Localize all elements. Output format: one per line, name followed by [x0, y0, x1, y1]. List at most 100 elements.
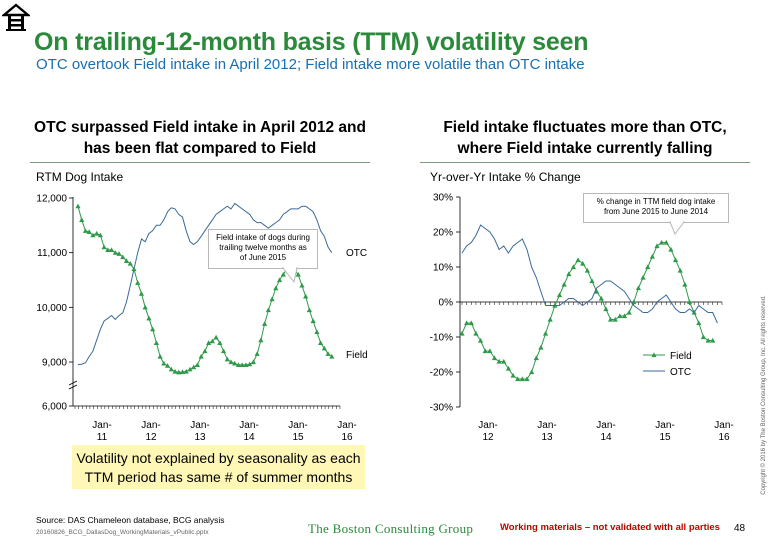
- left-field-point: [262, 321, 268, 326]
- right-x-tick-label: Jan-16: [714, 420, 733, 443]
- right-field-point: [566, 271, 572, 277]
- right-y-tick-label: 20%: [433, 228, 453, 239]
- left-field-point: [82, 228, 89, 233]
- right-field-point: [529, 369, 535, 375]
- left-field-point: [269, 296, 275, 302]
- left-field-point: [209, 338, 215, 344]
- left-field-point: [150, 326, 156, 332]
- left-field-point: [75, 203, 81, 209]
- company-logo-text: The Boston Consulting Group: [308, 521, 474, 536]
- right-callout: % change in TTM field dog intake from Ju…: [583, 193, 729, 223]
- right-field-point: [547, 316, 553, 322]
- left-field-point: [265, 307, 271, 313]
- right-chart: 30% 20% 10% 0% -10% -20% -30% Jan-12 Jan-13 Jan-1…: [430, 193, 734, 444]
- right-field-point: [519, 376, 525, 382]
- left-field-point: [194, 362, 201, 368]
- right-x-tick-label: Jan-14: [596, 420, 615, 443]
- left-x-tick-label: Jan-15: [288, 420, 307, 443]
- left-field-point: [273, 285, 279, 291]
- left-field-point: [127, 261, 133, 266]
- right-field-point: [705, 337, 711, 343]
- left-field-point: [217, 340, 223, 345]
- right-y-tick-label: -20%: [430, 368, 453, 379]
- right-field-point: [626, 309, 632, 315]
- left-axis-break: [68, 384, 78, 390]
- left-y-tick-label: 10,000: [36, 303, 67, 314]
- left-field-point: [299, 282, 305, 288]
- right-x-tick-label: Jan-12: [478, 420, 497, 443]
- left-field-point: [239, 362, 245, 368]
- right-field-point: [487, 348, 493, 354]
- left-series-line-otc: [77, 202, 333, 366]
- copyright-notice: Copyright © 2016 by The Boston Consultin…: [761, 295, 767, 495]
- right-field-point: [464, 320, 470, 326]
- page-title: On trailing-12-month basis (TTM) volatil…: [34, 28, 589, 56]
- left-field-point: [213, 334, 219, 340]
- right-field-point: [640, 274, 646, 280]
- left-series-label-otc: OTC: [346, 248, 367, 259]
- right-y-tick-label: 10%: [433, 263, 453, 274]
- right-field-point: [672, 257, 679, 263]
- left-field-point: [310, 318, 316, 324]
- right-field-point: [686, 299, 693, 305]
- legend-otc-label: OTC: [670, 367, 691, 378]
- left-x-tick-label: Jan-16: [337, 420, 356, 443]
- right-field-point: [496, 358, 502, 364]
- right-field-point: [505, 365, 512, 371]
- right-field-point: [603, 306, 609, 312]
- right-field-point: [635, 285, 642, 291]
- left-field-point: [120, 254, 126, 260]
- right-field-point: [696, 320, 702, 326]
- right-field-point: [621, 313, 628, 319]
- left-field-point: [250, 359, 257, 365]
- left-x-tick-label: Jan-11: [92, 420, 111, 443]
- left-field-point: [306, 307, 313, 313]
- right-field-point: [617, 313, 623, 319]
- right-field-point: [710, 337, 716, 343]
- left-field-point: [168, 366, 174, 372]
- left-field-point: [232, 360, 238, 366]
- left-field-point: [187, 366, 193, 372]
- left-field-point: [206, 340, 212, 345]
- left-field-point: [86, 229, 92, 234]
- left-x-tick-label: Jan-14: [239, 420, 258, 443]
- right-field-point: [570, 264, 577, 270]
- left-field-point: [235, 362, 242, 368]
- right-field-point: [654, 243, 660, 249]
- right-field-point: [468, 320, 474, 326]
- left-field-point: [318, 340, 324, 345]
- left-field-point: [164, 363, 171, 368]
- right-field-point: [612, 316, 618, 322]
- page-number: 48: [734, 523, 746, 534]
- right-y-tick-label: 0%: [439, 298, 454, 309]
- right-field-point: [594, 288, 600, 294]
- left-field-point: [176, 369, 182, 375]
- right-legend: Field OTC: [643, 351, 692, 378]
- right-field-point: [589, 278, 595, 284]
- right-field-point: [659, 239, 665, 245]
- right-field-point: [510, 372, 516, 378]
- left-chart-heading: OTC surpassed Field intake in April 2012…: [34, 119, 366, 157]
- right-field-point: [700, 334, 707, 340]
- right-field-point: [538, 344, 544, 350]
- working-materials-warning: Working materials – not validated with a…: [500, 522, 720, 533]
- house-icon: [2, 3, 30, 31]
- left-y-tick-label: 6,000: [42, 402, 67, 413]
- left-series-label-field: Field: [346, 350, 368, 361]
- left-y-tick-label: 9,000: [42, 358, 67, 369]
- right-field-point: [580, 260, 586, 266]
- left-field-point: [254, 351, 260, 356]
- right-chart-heading: Field intake fluctuates more than OTC, w…: [443, 119, 727, 157]
- left-field-point: [220, 348, 227, 354]
- right-x-tick-label: Jan-15: [655, 420, 674, 443]
- left-field-point: [191, 364, 197, 370]
- right-field-point: [473, 330, 479, 336]
- left-field-point: [179, 369, 186, 375]
- left-field-point: [153, 340, 159, 345]
- right-x-tick-label: Jan-13: [537, 420, 556, 443]
- left-field-point: [94, 230, 100, 236]
- left-field-point: [101, 244, 107, 250]
- left-field-point: [329, 353, 335, 359]
- right-y-tick-label: -10%: [430, 333, 453, 344]
- right-field-point: [491, 355, 498, 361]
